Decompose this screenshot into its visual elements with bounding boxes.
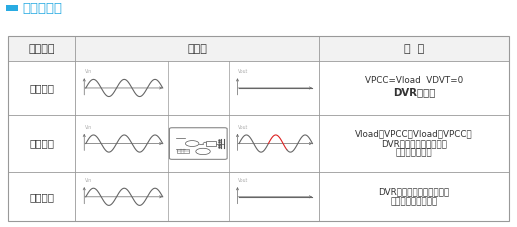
Text: Vin: Vin [85, 69, 92, 74]
Bar [177, 149, 189, 153]
Text: 空载模式: 空载模式 [29, 83, 54, 93]
Text: 运行模式: 运行模式 [28, 44, 55, 54]
Text: DVR工作，输出正向或反: DVR工作，输出正向或反 [381, 139, 447, 148]
Text: Vload＞VPCC或Vload＜VPCC，: Vload＞VPCC或Vload＜VPCC， [355, 130, 473, 138]
Text: 旁路模式: 旁路模式 [29, 192, 54, 202]
Bar [8, 36, 509, 61]
Text: VPCC=Vload  VDVT=0: VPCC=Vload VDVT=0 [365, 76, 463, 85]
Text: 向补偿电压波形: 向补偿电压波形 [396, 148, 432, 158]
Text: 说  明: 说 明 [404, 44, 424, 54]
Bar [6, 5, 18, 11]
Text: 切换至旁路模式运行: 切换至旁路模式运行 [390, 197, 437, 206]
Text: Vout: Vout [238, 125, 248, 130]
Bar [8, 36, 509, 221]
Text: 输出模式: 输出模式 [29, 138, 54, 148]
Text: DVR不工作: DVR不工作 [393, 87, 435, 97]
Text: 工作模式：: 工作模式： [23, 2, 63, 15]
Text: Vout: Vout [238, 69, 248, 74]
Text: 波形图: 波形图 [187, 44, 207, 54]
Text: DVR故障，旁路开关动作，: DVR故障，旁路开关动作， [378, 187, 450, 196]
FancyBboxPatch shape [170, 128, 227, 159]
Text: Vin: Vin [85, 125, 92, 130]
Bar [206, 141, 216, 146]
Text: Vout: Vout [238, 178, 248, 183]
Text: Vin: Vin [85, 178, 92, 183]
